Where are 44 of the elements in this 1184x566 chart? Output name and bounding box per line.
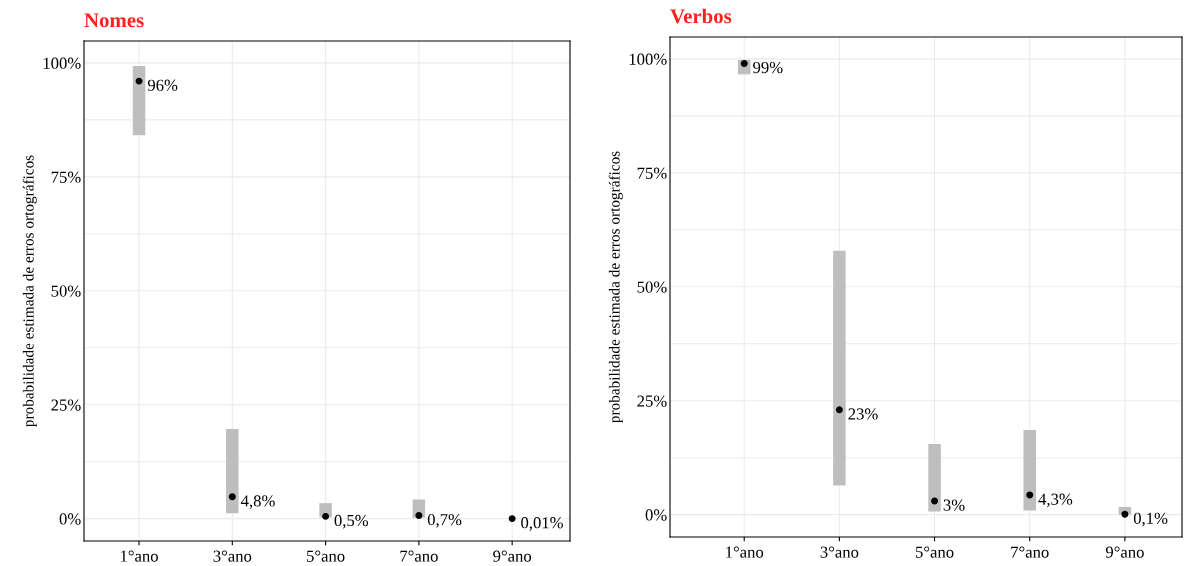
chart-title: Nomes — [84, 13, 144, 28]
point — [135, 77, 143, 85]
x-tick-label: 1°ano — [120, 550, 158, 562]
y-tick-label: 25% — [51, 399, 81, 411]
point — [322, 512, 330, 520]
point — [1026, 491, 1034, 499]
data-label: 4,8% — [240, 495, 275, 509]
data-label: 0,5% — [334, 514, 369, 529]
data-label: 99% — [753, 61, 783, 74]
y-tick-label: 0% — [59, 513, 81, 525]
point — [1121, 510, 1129, 518]
y-tick-label: 100% — [43, 57, 81, 69]
y-tick-label: 50% — [51, 285, 81, 297]
point — [228, 493, 236, 501]
y-tick-label: 100% — [629, 53, 667, 65]
point — [835, 406, 843, 414]
data-label: 23% — [848, 408, 878, 420]
x-tick-label: 9°ano — [1105, 546, 1144, 558]
point — [508, 515, 516, 523]
point — [415, 512, 423, 519]
x-tick-label: 1°ano — [726, 546, 764, 558]
x-tick-label: 7°ano — [1011, 546, 1049, 558]
x-tick-label: 7°ano — [400, 550, 438, 562]
data-label: 0,1% — [1133, 512, 1168, 527]
data-label: 0,7% — [427, 513, 462, 528]
y-tick-label: 75% — [51, 171, 81, 183]
x-tick-label: 5°ano — [307, 550, 345, 562]
y-tick-label: 0% — [645, 509, 667, 521]
chart-title: Verbos — [670, 8, 732, 24]
x-tick-label: 9°ano — [493, 550, 532, 562]
point — [740, 59, 748, 67]
data-label: 4,3% — [1038, 493, 1073, 508]
x-tick-label: 3°ano — [820, 546, 859, 558]
y-tick-label: 25% — [637, 395, 667, 407]
x-tick-label: 5°ano — [916, 546, 954, 558]
y-axis-title: probabilidade estimada de erros ortográficos — [22, 155, 37, 427]
data-label: 3% — [943, 499, 965, 511]
point — [931, 497, 939, 505]
y-axis-title: probabilidade estimada de erros ortográficos — [608, 151, 623, 423]
y-tick-label: 75% — [637, 167, 667, 179]
data-label: 0,01% — [521, 517, 563, 531]
x-tick-label: 3°ano — [213, 550, 252, 562]
y-tick-label: 50% — [637, 281, 667, 293]
data-label: 96% — [147, 79, 178, 91]
